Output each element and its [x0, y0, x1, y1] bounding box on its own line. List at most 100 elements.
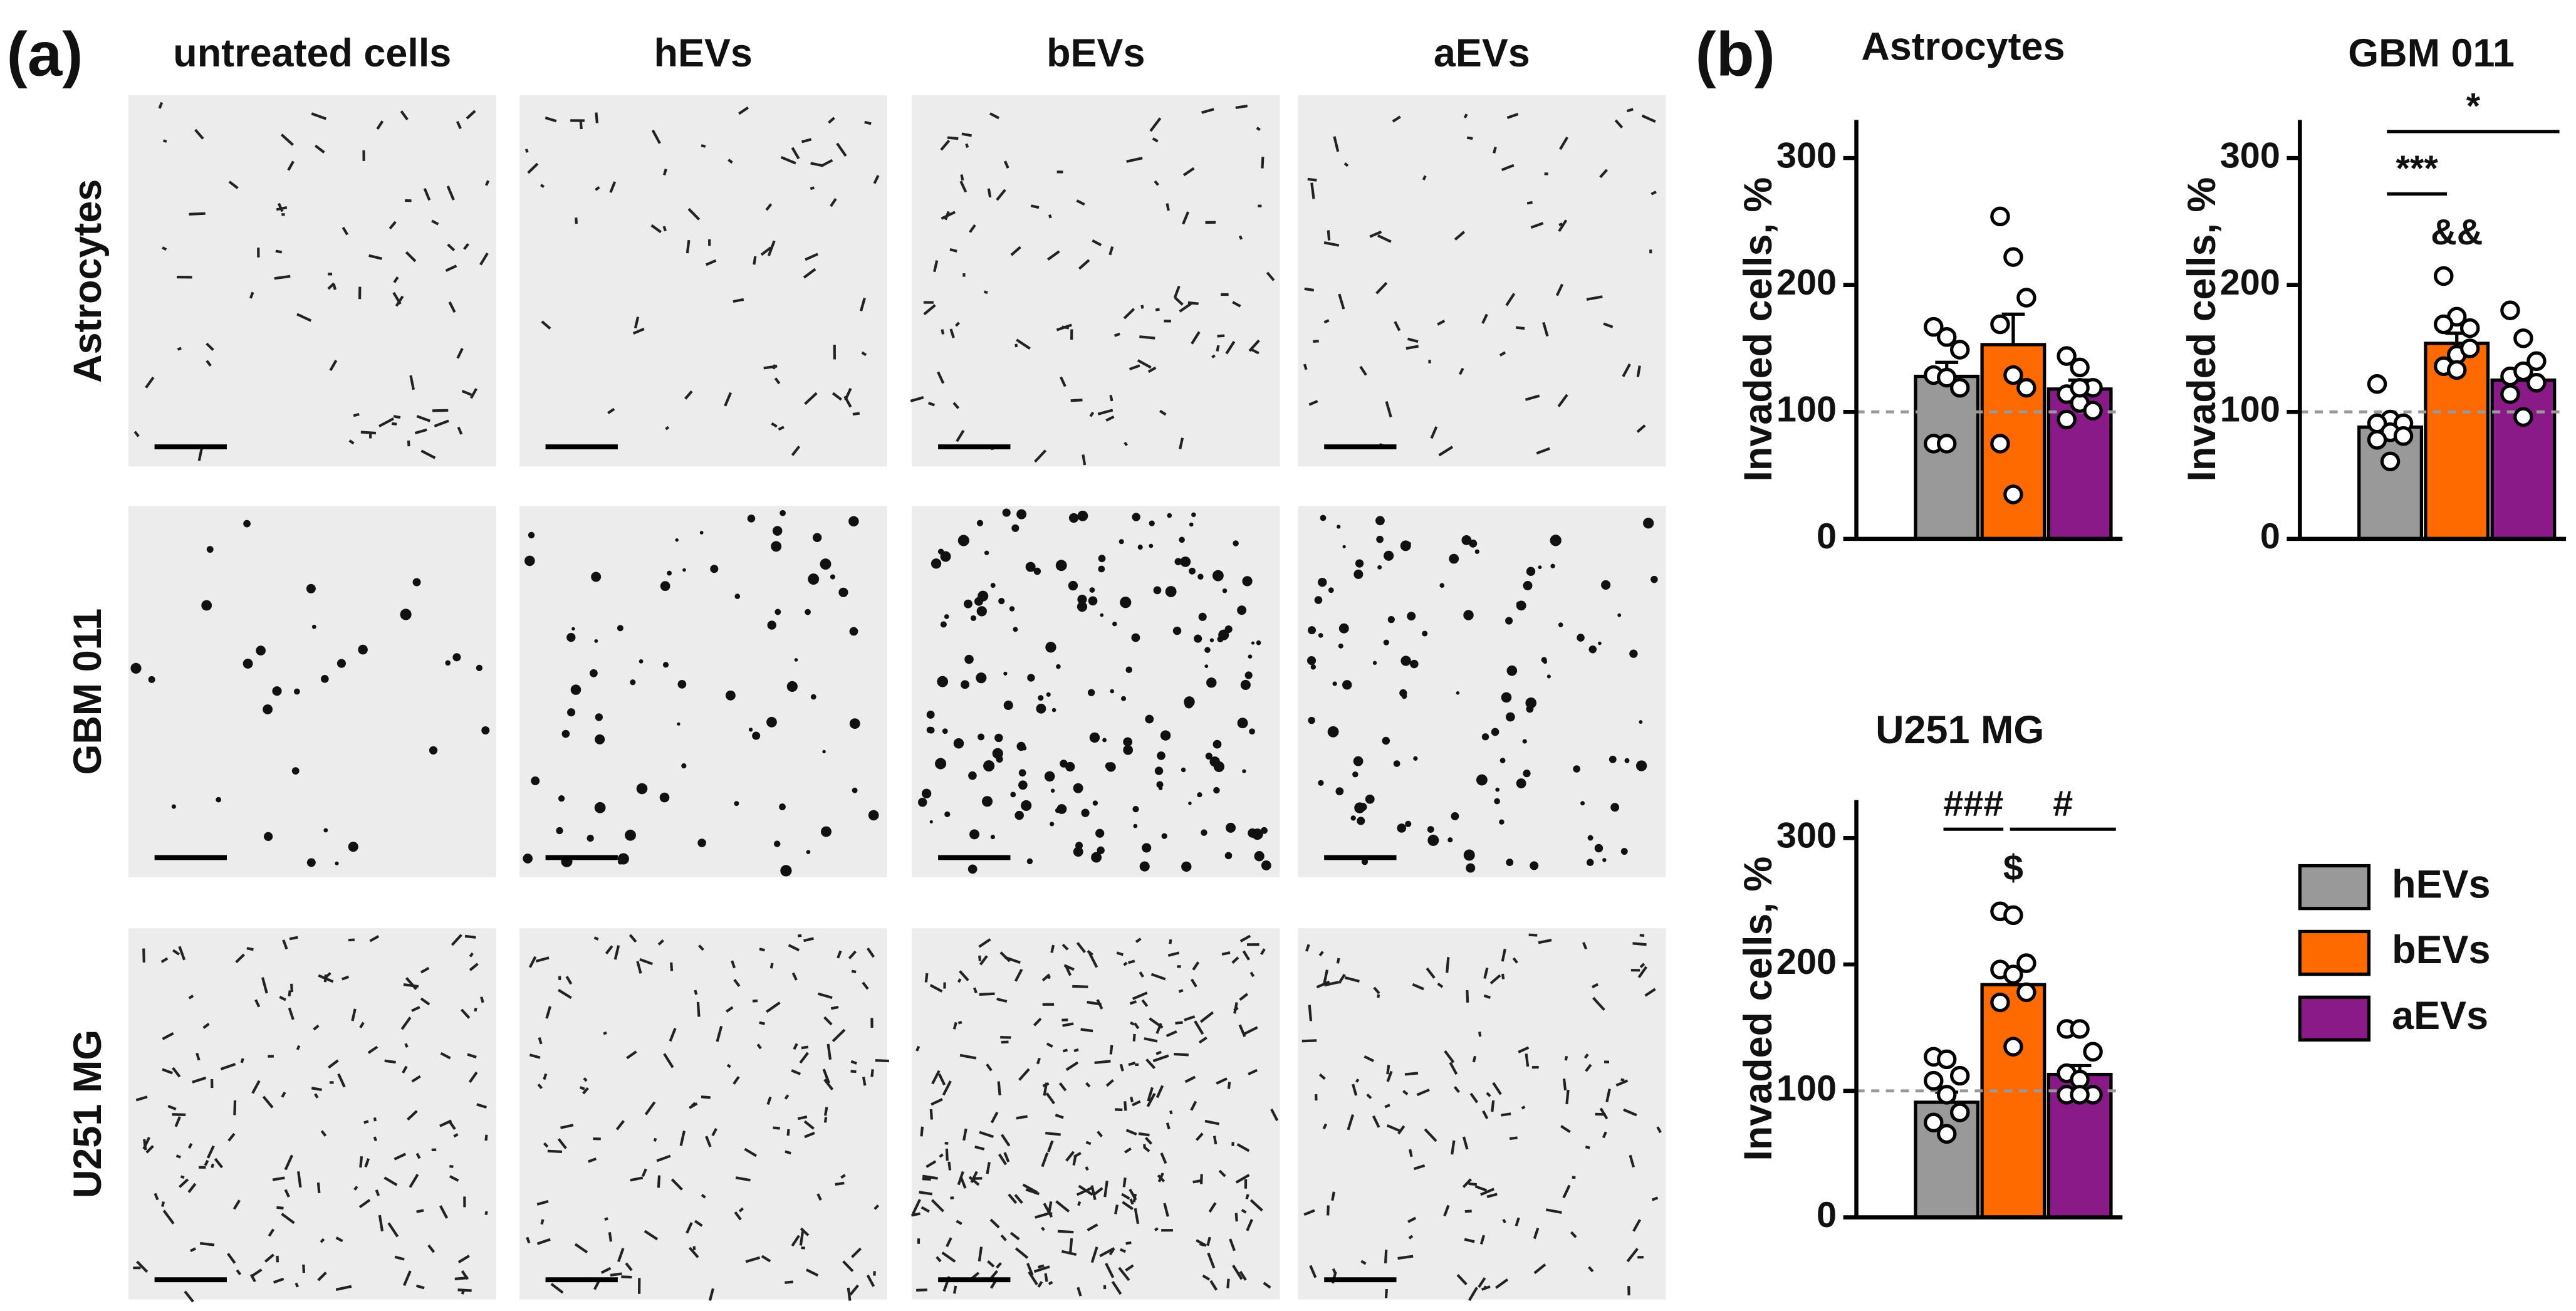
- cell: [1149, 117, 1162, 132]
- cell: [172, 1067, 181, 1078]
- cell: [192, 1076, 207, 1084]
- cell: [1154, 1227, 1159, 1231]
- cell: [1236, 1143, 1250, 1152]
- cell: [1591, 983, 1599, 989]
- cell: [1338, 293, 1345, 310]
- cell: [803, 1120, 815, 1130]
- cell: [1232, 301, 1241, 308]
- cell: [543, 1142, 549, 1148]
- cell: [843, 395, 852, 408]
- cell: [748, 728, 753, 732]
- cell: [936, 1256, 942, 1263]
- cell: [388, 221, 397, 230]
- data-point: [2526, 351, 2547, 371]
- cell: [868, 810, 879, 821]
- data-point: [2003, 1037, 2023, 1057]
- cell: [1196, 1239, 1207, 1247]
- cell: [979, 1131, 994, 1139]
- cell: [1437, 319, 1446, 326]
- cell: [236, 1269, 242, 1276]
- cell: [823, 1016, 833, 1026]
- cell: [565, 976, 573, 985]
- cell: [1224, 852, 1233, 860]
- significance-label: ###: [1943, 784, 2003, 824]
- cell: [603, 1031, 607, 1035]
- cell: [360, 431, 377, 435]
- cell: [1194, 1020, 1204, 1035]
- cell: [1413, 1164, 1426, 1171]
- cell: [866, 1274, 875, 1287]
- cell: [1629, 649, 1638, 658]
- cell: [1248, 339, 1260, 352]
- cell: [1481, 313, 1488, 324]
- cell: [329, 359, 338, 372]
- cell: [527, 162, 539, 174]
- cell: [1129, 1198, 1134, 1205]
- cell: [348, 842, 358, 852]
- cell: [1165, 1122, 1171, 1130]
- cell: [1191, 512, 1196, 518]
- cell: [456, 348, 464, 359]
- cell: [1073, 1048, 1079, 1053]
- cell: [778, 426, 785, 431]
- cell: [1365, 794, 1375, 804]
- cell: [558, 988, 572, 1000]
- cell: [1172, 626, 1182, 635]
- cell: [978, 733, 984, 741]
- cell: [1016, 1115, 1028, 1120]
- cell: [403, 1270, 412, 1287]
- cell: [1021, 800, 1032, 812]
- cell: [1155, 1023, 1162, 1034]
- cell: [199, 1241, 215, 1246]
- cell: [922, 1174, 938, 1180]
- cell: [1338, 643, 1343, 649]
- cell: [1499, 351, 1506, 357]
- cell: [684, 390, 693, 400]
- cell: [957, 1021, 962, 1025]
- cell: [1353, 569, 1364, 579]
- data-point: [1949, 1065, 1970, 1086]
- cell: [1261, 860, 1271, 870]
- cell: [1526, 567, 1536, 577]
- cell: [275, 249, 283, 254]
- cell: [1518, 1046, 1530, 1053]
- cell: [439, 1119, 452, 1127]
- cell: [979, 955, 988, 966]
- cell: [942, 728, 948, 734]
- cell: [1639, 720, 1643, 724]
- cell: [1469, 539, 1478, 548]
- cell: [653, 1137, 657, 1142]
- cell: [1234, 1213, 1238, 1222]
- cell: [1076, 1186, 1092, 1196]
- cell: [227, 1253, 236, 1264]
- micrograph: [519, 928, 890, 1301]
- cell: [1592, 996, 1605, 1011]
- cell: [446, 185, 455, 201]
- cell: [1105, 762, 1113, 770]
- cell: [848, 516, 859, 527]
- cell: [760, 246, 772, 256]
- cell: [1158, 786, 1163, 790]
- cell: [1456, 691, 1460, 695]
- cell: [959, 180, 967, 193]
- cell: [797, 1115, 808, 1120]
- cell: [1225, 340, 1236, 355]
- cell: [1360, 1260, 1367, 1265]
- cell: [1558, 222, 1563, 227]
- cell: [803, 268, 816, 279]
- cell: [812, 533, 822, 543]
- cell: [485, 180, 490, 186]
- micrograph: [519, 95, 887, 467]
- cell: [1342, 545, 1346, 549]
- y-tick-label: 200: [1776, 942, 1837, 982]
- cell: [1065, 761, 1075, 772]
- cell: [206, 342, 214, 352]
- cell: [320, 675, 329, 683]
- cell: [476, 664, 483, 671]
- cell: [1506, 859, 1514, 866]
- cell: [342, 975, 350, 981]
- cell: [931, 1199, 944, 1213]
- cell: [771, 541, 782, 552]
- cell: [990, 583, 996, 588]
- cell: [1626, 1248, 1639, 1263]
